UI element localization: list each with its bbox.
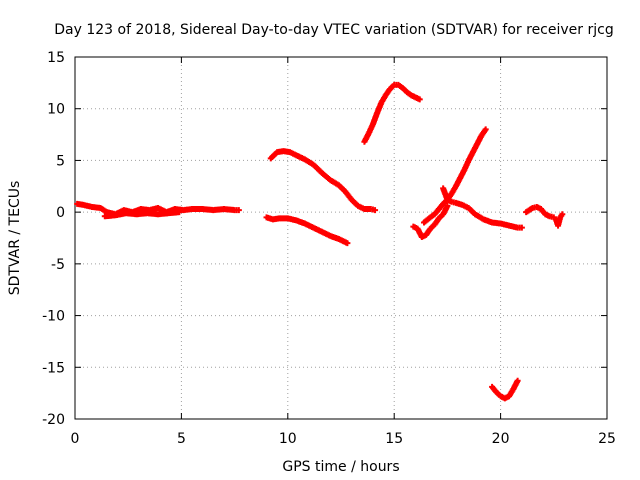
series-arc-5 <box>410 202 451 240</box>
x-tick-label: 5 <box>177 431 186 447</box>
x-axis-label: GPS time / hours <box>282 459 399 475</box>
y-tick-label: 0 <box>56 205 65 221</box>
y-tick-label: 15 <box>47 50 65 66</box>
y-tick-label: 5 <box>56 153 65 169</box>
series-arc-1-lower <box>101 209 183 220</box>
data-series <box>74 81 566 402</box>
series-arc-4 <box>361 81 423 145</box>
y-axis-label: SDTVAR / TECUs <box>7 181 23 296</box>
x-tick-label: 10 <box>279 431 297 447</box>
data-point-trail <box>440 186 523 231</box>
data-point-trail <box>269 148 376 213</box>
chart-title: Day 123 of 2018, Sidereal Day-to-day VTE… <box>54 22 613 38</box>
x-tick-label: 20 <box>492 431 510 447</box>
series-arc-7 <box>440 185 525 231</box>
data-point-trail <box>411 204 450 240</box>
data-point-trail <box>490 379 520 401</box>
y-tick-label: 10 <box>47 102 65 118</box>
y-tick-label: -20 <box>42 412 65 428</box>
axis-ticks: 0 5 10 15 20 25 15 10 5 0 -5 -10 -15 -20 <box>42 50 616 447</box>
data-point-trail <box>362 81 422 144</box>
x-tick-label: 0 <box>71 431 80 447</box>
series-arc-3 <box>267 148 379 214</box>
x-tick-label: 25 <box>598 431 616 447</box>
data-point-trail <box>422 127 488 225</box>
data-point-trail <box>103 209 181 220</box>
series-arc-9 <box>489 377 521 402</box>
series-arc-2 <box>263 214 351 247</box>
series-arc-8 <box>523 203 566 229</box>
plot-frame <box>74 56 608 420</box>
series-arc-6 <box>420 126 489 226</box>
data-point-trail <box>524 204 565 228</box>
data-point-trail <box>265 214 349 246</box>
y-tick-label: -15 <box>42 360 65 376</box>
y-tick-label: -5 <box>51 257 65 273</box>
x-tick-label: 15 <box>385 431 403 447</box>
y-tick-label: -10 <box>42 309 65 325</box>
